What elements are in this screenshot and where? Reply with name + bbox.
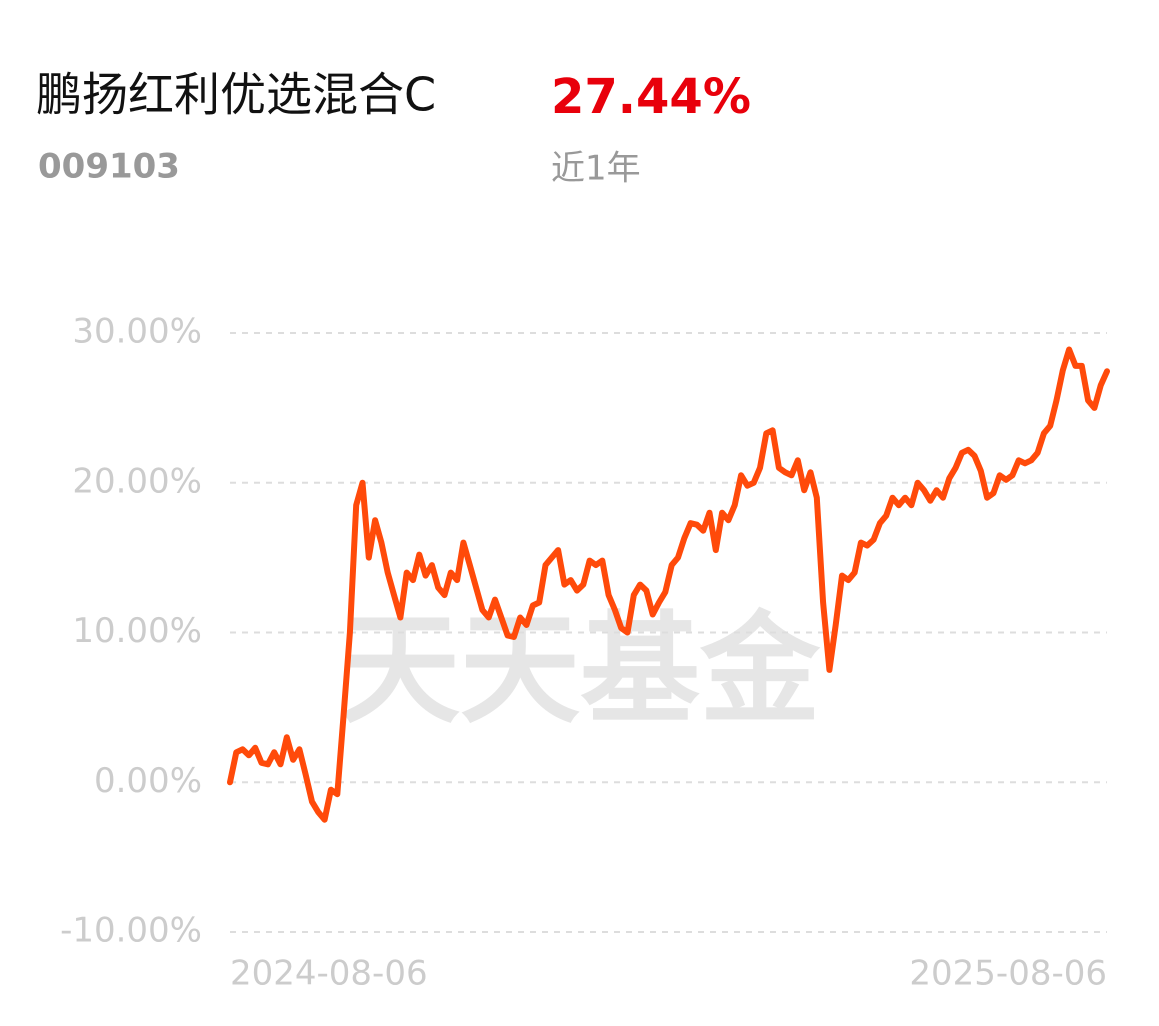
x-tick-label: 2024-08-06 xyxy=(230,954,428,994)
y-tick-label: 0.00% xyxy=(94,761,202,801)
fund-code: 009103 xyxy=(38,147,180,187)
y-tick-label: -10.00% xyxy=(60,911,202,951)
fund-name: 鹏扬红利优选混合C xyxy=(36,68,436,122)
x-tick-label: 2025-08-06 xyxy=(909,954,1107,994)
data-line xyxy=(227,346,1110,823)
y-tick-label: 10.00% xyxy=(72,611,202,651)
watermark: 天天基金 xyxy=(340,599,821,740)
period-label: 近1年 xyxy=(551,149,641,189)
y-tick-label: 30.00% xyxy=(72,312,202,352)
fund-return: 27.44% xyxy=(551,69,751,125)
y-tick-label: 20.00% xyxy=(72,461,202,501)
